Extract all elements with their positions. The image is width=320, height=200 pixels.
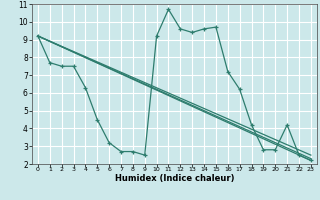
X-axis label: Humidex (Indice chaleur): Humidex (Indice chaleur): [115, 174, 234, 183]
